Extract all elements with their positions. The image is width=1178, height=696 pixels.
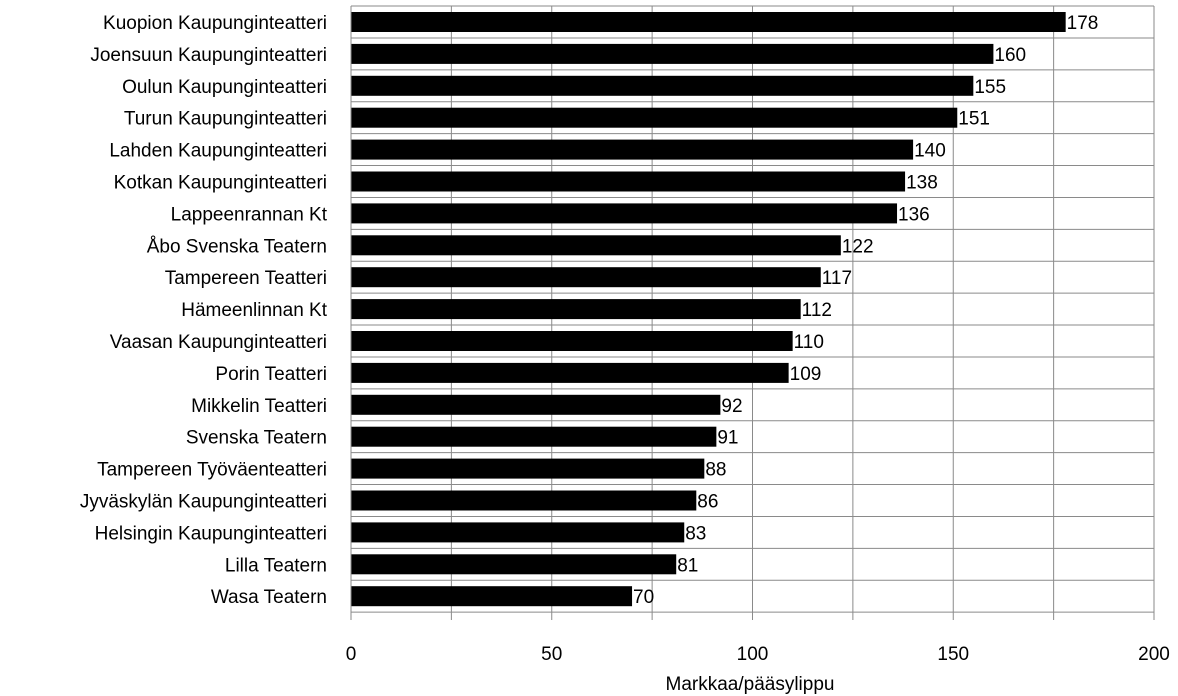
category-labels: Kuopion Kaupunginteatteri Joensuun Kaupun… [80, 13, 328, 608]
x-tick-label: 100 [737, 644, 769, 665]
value-label: 86 [697, 492, 718, 513]
x-tick-label: 150 [937, 644, 969, 665]
category-label: Wasa Teatern [211, 587, 327, 608]
category-label: Jyväskylän Kaupunginteatteri [80, 492, 327, 513]
category-label: Joensuun Kaupunginteatteri [90, 45, 327, 66]
value-label: 140 [914, 141, 946, 162]
bar [351, 522, 685, 543]
value-label: 110 [794, 332, 824, 353]
value-label: 155 [974, 77, 1006, 98]
bar [351, 362, 789, 383]
value-label: 92 [721, 396, 742, 417]
value-label: 91 [717, 428, 738, 449]
category-label: Lahden Kaupunginteatteri [109, 141, 327, 162]
value-label: 151 [958, 109, 990, 130]
value-label: 81 [677, 555, 698, 576]
bar [351, 235, 841, 256]
bar [351, 139, 914, 160]
category-label: Svenska Teatern [186, 428, 327, 449]
category-label: Lilla Teatern [225, 555, 327, 576]
value-label: 83 [685, 523, 706, 544]
value-label: 122 [842, 236, 874, 257]
value-label: 117 [822, 268, 852, 289]
bar [351, 394, 721, 415]
category-label: Tampereen Työväenteatteri [97, 460, 327, 481]
bar [351, 171, 906, 192]
category-label: Porin Teatteri [215, 364, 327, 385]
bar [351, 107, 958, 128]
category-label: Kotkan Kaupunginteatteri [114, 173, 327, 194]
x-tick-label: 200 [1138, 644, 1170, 665]
x-tick-label: 50 [541, 644, 562, 665]
x-tick-label: 0 [346, 644, 357, 665]
value-label: 70 [633, 587, 654, 608]
value-label: 109 [790, 364, 822, 385]
category-label: Lappeenrannan Kt [171, 204, 328, 225]
bar [351, 12, 1066, 32]
x-tick-labels: 0 50 100 150 200 [346, 644, 1170, 665]
category-label: Helsingin Kaupunginteatteri [95, 523, 327, 544]
value-label: 138 [906, 173, 938, 194]
value-label: 136 [898, 204, 930, 225]
category-label: Åbo Svenska Teatern [147, 236, 327, 257]
bar [351, 299, 801, 320]
bar [351, 554, 677, 575]
category-label: Tampereen Teatteri [165, 268, 327, 289]
bar [351, 43, 994, 64]
value-label: 112 [802, 300, 832, 321]
bar [351, 458, 705, 479]
category-label: Kuopion Kaupunginteatteri [103, 13, 327, 34]
bar [351, 426, 717, 447]
category-label: Vaasan Kaupunginteatteri [110, 332, 327, 353]
category-label: Mikkelin Teatteri [191, 396, 327, 417]
value-labels: 178 160 155 151 140 138 136 122 117 112 110 109 92 91… [633, 13, 1098, 608]
bar [351, 490, 697, 511]
value-label: 160 [994, 45, 1026, 66]
bar [351, 75, 974, 96]
bar [351, 267, 821, 288]
value-label: 88 [705, 460, 726, 481]
category-label: Hämeenlinnan Kt [181, 300, 327, 321]
value-label: 178 [1067, 13, 1099, 34]
bars [351, 12, 1066, 607]
bar [351, 203, 898, 224]
x-axis-title: Markkaa/pääsylippu [666, 674, 835, 695]
bar [351, 331, 793, 351]
category-label: Oulun Kaupunginteatteri [122, 77, 327, 98]
bar [351, 586, 633, 607]
category-label: Turun Kaupunginteatteri [124, 109, 327, 130]
